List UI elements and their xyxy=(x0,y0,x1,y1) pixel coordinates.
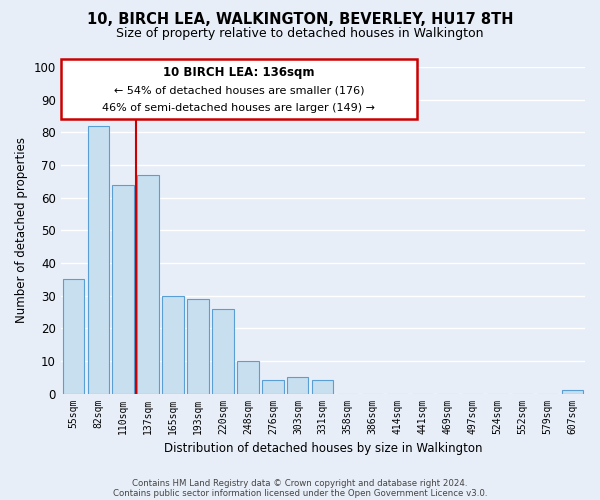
Text: 10 BIRCH LEA: 136sqm: 10 BIRCH LEA: 136sqm xyxy=(163,66,314,78)
Bar xyxy=(187,299,209,394)
Text: ← 54% of detached houses are smaller (176): ← 54% of detached houses are smaller (17… xyxy=(113,86,364,96)
Bar xyxy=(88,126,109,394)
Bar xyxy=(112,184,134,394)
Bar xyxy=(262,380,284,394)
Bar xyxy=(238,361,259,394)
X-axis label: Distribution of detached houses by size in Walkington: Distribution of detached houses by size … xyxy=(164,442,482,455)
Y-axis label: Number of detached properties: Number of detached properties xyxy=(15,138,28,324)
Bar xyxy=(312,380,334,394)
Text: 46% of semi-detached houses are larger (149) →: 46% of semi-detached houses are larger (… xyxy=(103,104,376,114)
Text: 10, BIRCH LEA, WALKINGTON, BEVERLEY, HU17 8TH: 10, BIRCH LEA, WALKINGTON, BEVERLEY, HU1… xyxy=(87,12,513,28)
Bar xyxy=(163,296,184,394)
Bar xyxy=(562,390,583,394)
Bar xyxy=(137,175,158,394)
Text: Contains public sector information licensed under the Open Government Licence v3: Contains public sector information licen… xyxy=(113,488,487,498)
Bar xyxy=(62,280,84,394)
Bar xyxy=(287,377,308,394)
Text: Size of property relative to detached houses in Walkington: Size of property relative to detached ho… xyxy=(116,28,484,40)
Text: Contains HM Land Registry data © Crown copyright and database right 2024.: Contains HM Land Registry data © Crown c… xyxy=(132,478,468,488)
FancyBboxPatch shape xyxy=(61,59,417,120)
Bar xyxy=(212,308,233,394)
